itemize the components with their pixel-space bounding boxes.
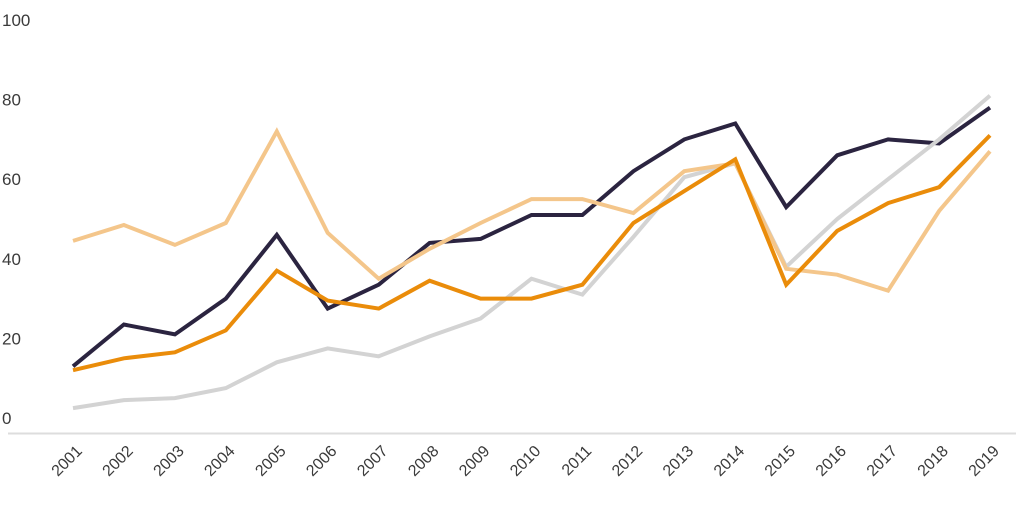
y-tick-label: 100 <box>2 11 30 30</box>
x-tick-label: 2012 <box>609 443 646 480</box>
x-tick-label: 2013 <box>660 443 697 480</box>
navy-line <box>71 105 992 368</box>
x-tick-label: 2015 <box>762 443 799 480</box>
x-tick-label: 2016 <box>813 443 850 480</box>
y-tick-label: 80 <box>2 91 21 110</box>
x-tick-label: 2010 <box>507 443 544 480</box>
x-tick-label: 2007 <box>354 443 391 480</box>
x-tick-label: 2011 <box>559 443 595 479</box>
x-tick-label: 2008 <box>405 443 442 480</box>
x-tick-label: 2014 <box>711 443 748 480</box>
y-tick-label: 60 <box>2 170 21 189</box>
x-tick-label: 2009 <box>456 443 493 480</box>
series-layer <box>71 94 992 411</box>
gray-line <box>72 94 992 411</box>
x-tick-label: 2006 <box>303 443 340 480</box>
x-tick-label: 2003 <box>151 443 188 480</box>
x-tick-label: 2019 <box>966 443 1003 480</box>
x-tick-label: 2002 <box>100 443 137 480</box>
tan-line <box>72 127 992 293</box>
x-tick-label: 2005 <box>252 443 289 480</box>
x-tick-label: 2001 <box>49 443 86 480</box>
y-tick-label: 40 <box>2 250 21 269</box>
x-tick-label: 2018 <box>915 443 952 480</box>
y-tick-label: 20 <box>2 329 21 348</box>
x-tick-label: 2004 <box>201 443 238 480</box>
axis-layer: 0 20 40 60 80 100 2001 2002 2003 2004 2005 2006 2007… <box>2 11 1016 480</box>
x-tick-label: 2017 <box>864 443 901 480</box>
orange-line <box>72 133 992 373</box>
y-tick-label: 0 <box>2 409 11 428</box>
